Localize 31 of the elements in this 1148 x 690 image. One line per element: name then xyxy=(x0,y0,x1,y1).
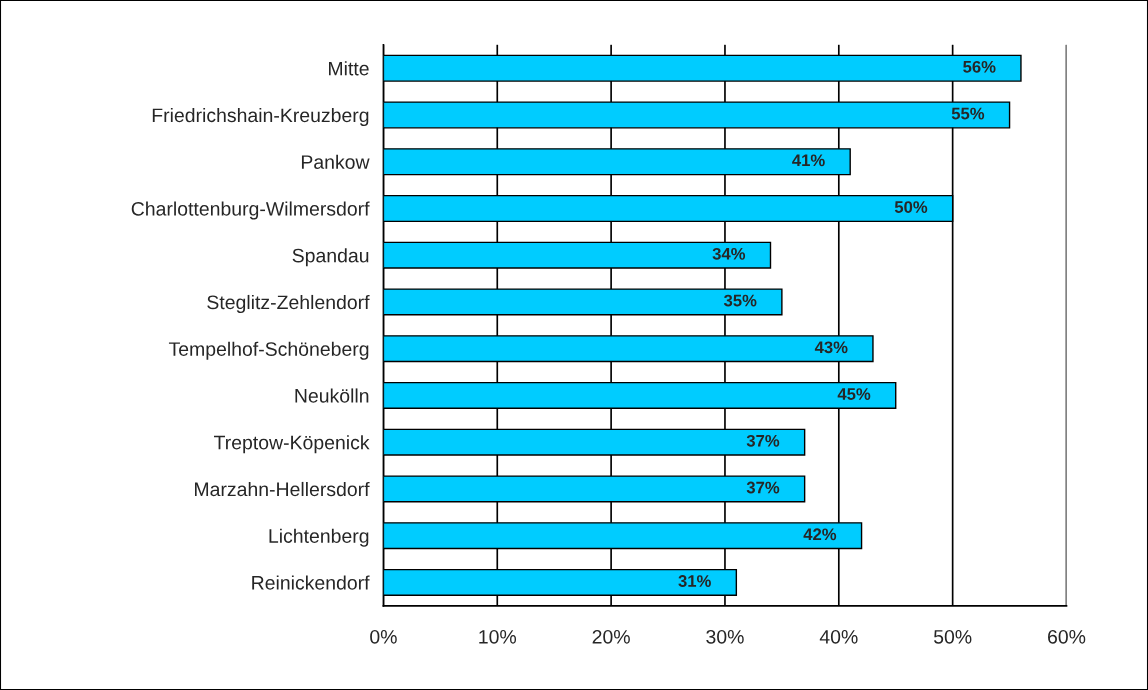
y-tick-label: Lichtenberg xyxy=(269,528,369,547)
data-label: 55% xyxy=(951,107,985,120)
data-label: 42% xyxy=(803,528,837,541)
data-label: 56% xyxy=(963,60,996,73)
data-label: 37% xyxy=(746,481,780,494)
data-label: 31% xyxy=(678,575,711,587)
y-tick-label: Pankow xyxy=(301,154,370,169)
y-tick-label: Friedrichshain-Kreuzberg xyxy=(152,107,369,127)
data-label: 45% xyxy=(837,388,871,400)
data-label: 43% xyxy=(814,341,848,354)
y-tick-label: Reinickendorf xyxy=(252,575,370,590)
data-label: 35% xyxy=(723,294,757,307)
y-tick-label: Marzahn-Hellersdorf xyxy=(195,481,370,497)
x-tick-label: 10% xyxy=(479,629,517,644)
x-tick-label: 30% xyxy=(706,629,744,644)
data-label: 50% xyxy=(894,201,928,213)
x-tick-label: 0% xyxy=(370,629,397,644)
data-label: 41% xyxy=(792,154,825,167)
y-tick-label: Tempelhof-Schöneberg xyxy=(168,341,369,360)
x-tick-label: 50% xyxy=(933,629,972,644)
y-tick-label: Neukölln xyxy=(295,388,369,403)
y-tick-label: Spandau xyxy=(292,248,369,267)
y-tick-label: Treptow-Köpenick xyxy=(214,435,370,454)
x-tick-label: 20% xyxy=(592,629,630,644)
x-tick-label: 60% xyxy=(1048,629,1086,644)
data-label: 34% xyxy=(712,247,746,260)
y-tick-label: Charlottenburg-Wilmersdorf xyxy=(131,201,370,220)
y-tick-label: Steglitz-Zehlendorf xyxy=(207,294,370,314)
x-tick-label: 40% xyxy=(819,629,858,644)
y-tick-label: Mitte xyxy=(329,61,369,76)
data-label: 37% xyxy=(746,434,780,447)
